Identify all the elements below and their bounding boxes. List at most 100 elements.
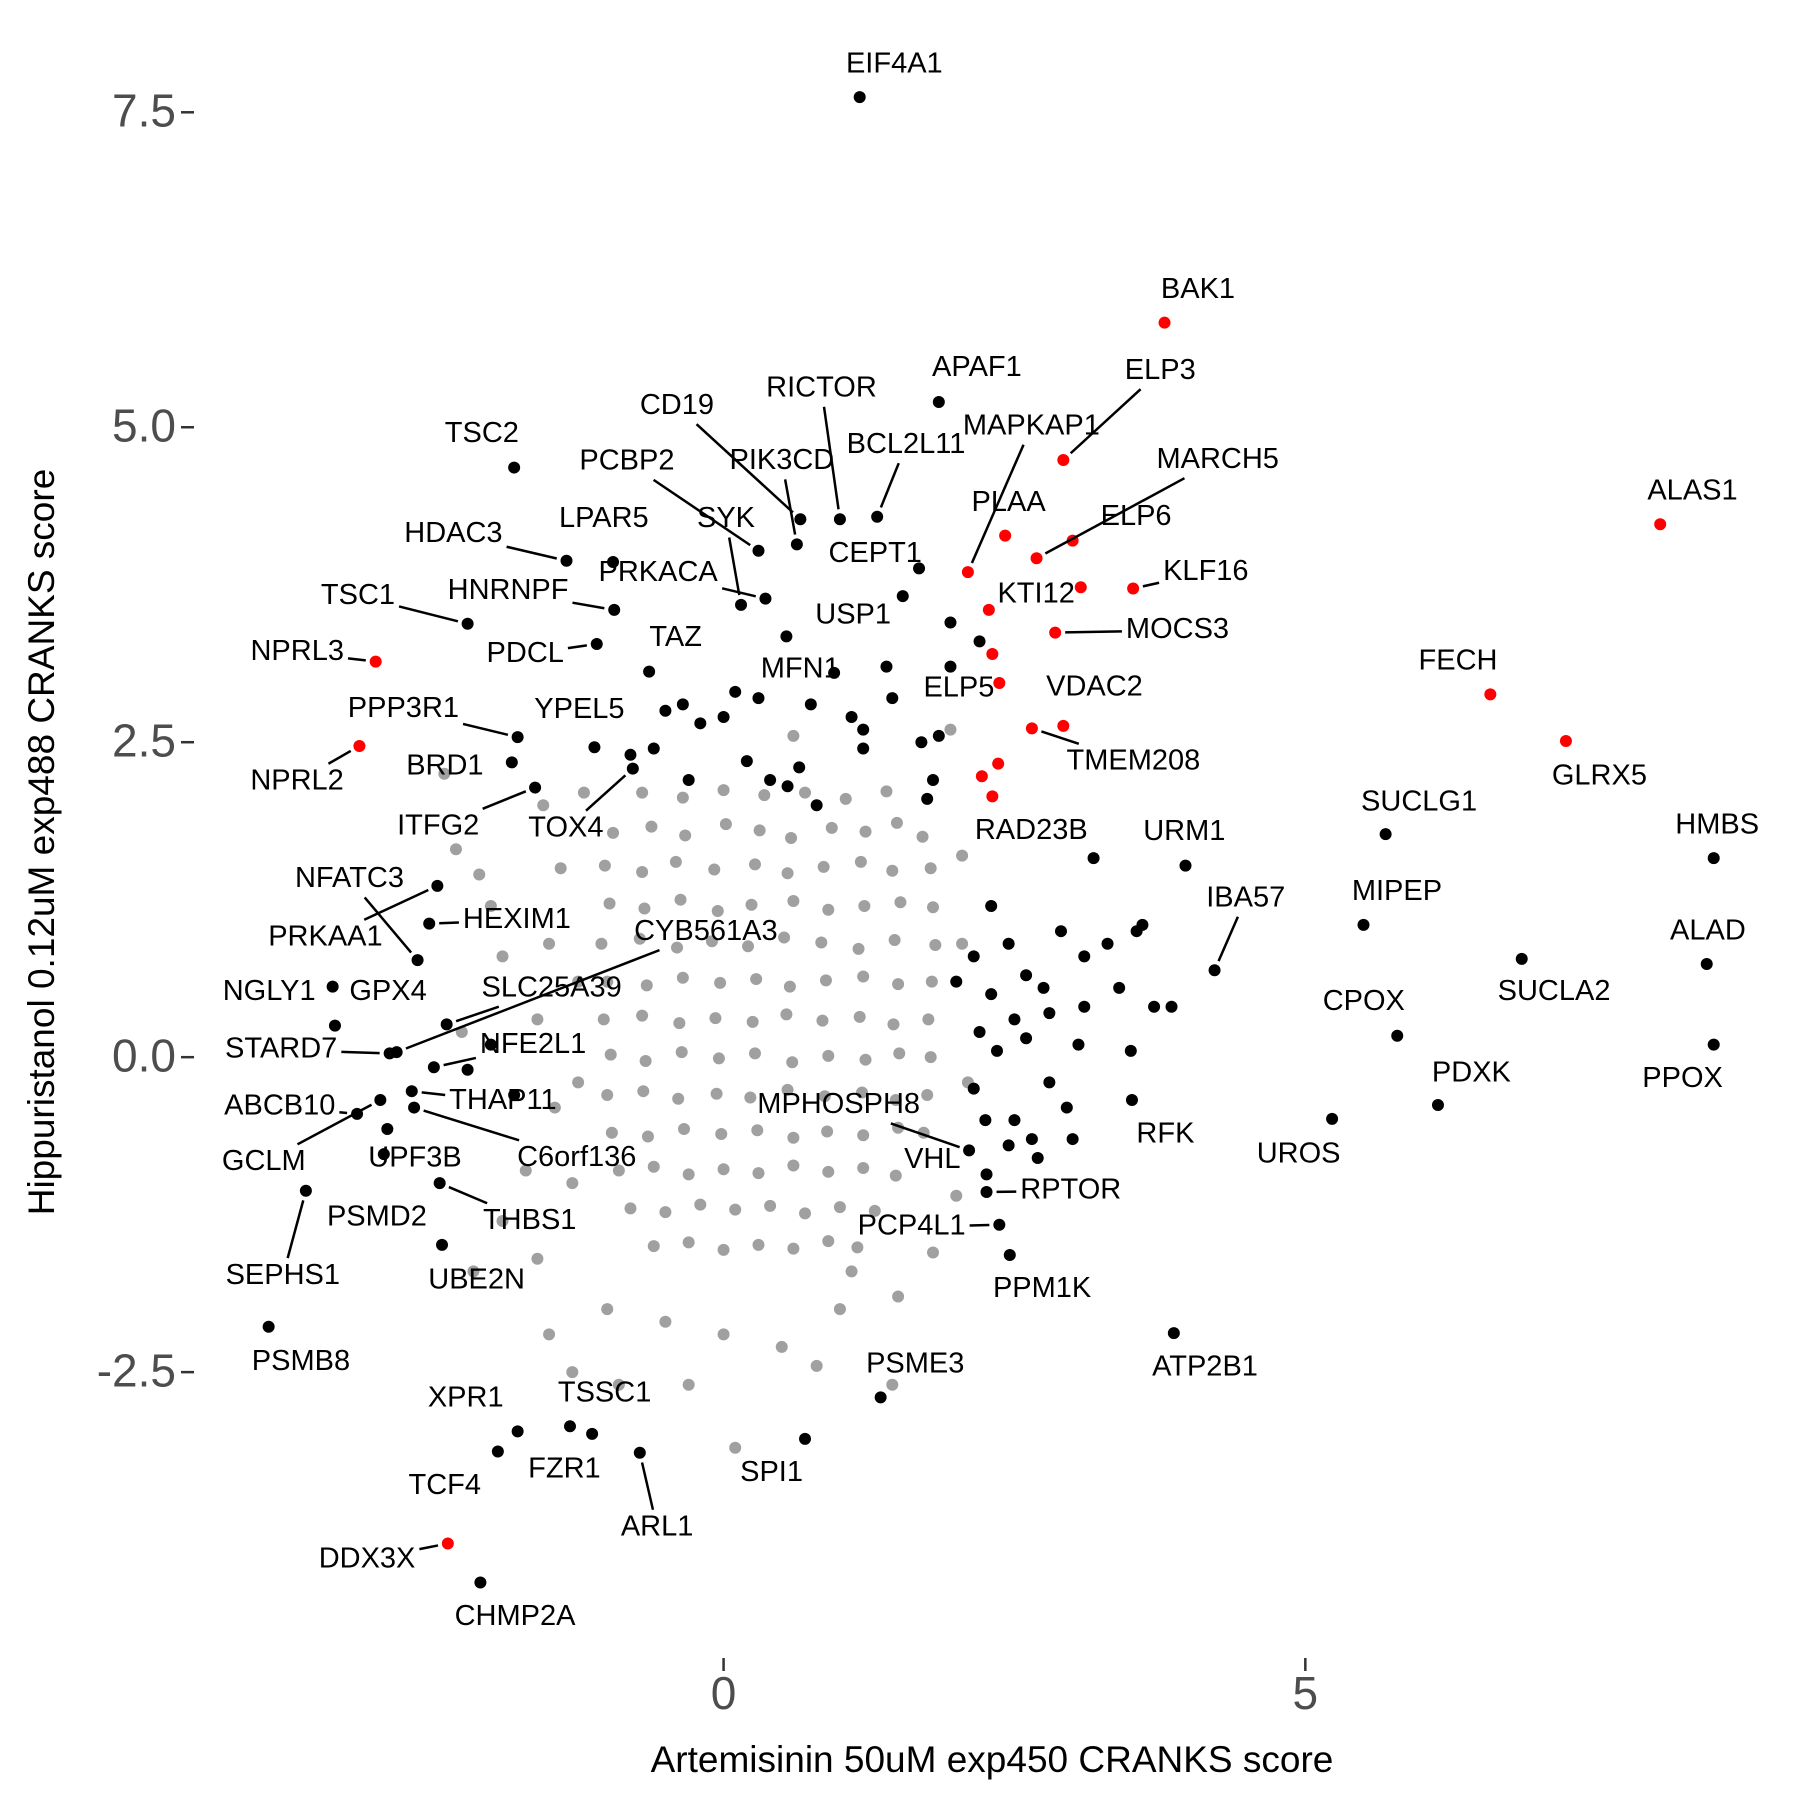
point xyxy=(886,1379,898,1391)
point xyxy=(799,1433,811,1445)
point xyxy=(944,617,956,629)
point-label: YPEL5 xyxy=(534,693,624,725)
point-label: RPTOR xyxy=(1020,1173,1121,1205)
point xyxy=(1003,1139,1015,1151)
point xyxy=(531,1253,543,1265)
point xyxy=(543,1328,555,1340)
leader-line xyxy=(642,1463,653,1510)
point xyxy=(718,711,730,723)
point-label: ITFG2 xyxy=(397,809,479,841)
point-label: ALAD xyxy=(1670,914,1746,946)
point xyxy=(956,938,968,950)
point xyxy=(1391,1030,1403,1042)
point xyxy=(752,1167,764,1179)
point-label: PRKAA1 xyxy=(268,920,382,952)
point xyxy=(450,843,462,855)
point xyxy=(785,832,797,844)
leader-line xyxy=(288,1200,304,1258)
point xyxy=(508,462,520,474)
point xyxy=(648,743,660,755)
point xyxy=(708,863,720,875)
point xyxy=(752,692,764,704)
leader-line xyxy=(339,1112,347,1113)
point xyxy=(787,1132,799,1144)
leader-line xyxy=(881,463,899,507)
point-label: URM1 xyxy=(1143,815,1225,847)
point xyxy=(1049,627,1061,639)
point-label: HEXIM1 xyxy=(463,903,571,935)
point-label: NGLY1 xyxy=(223,975,316,1007)
point xyxy=(578,787,590,799)
point xyxy=(555,862,567,874)
point-label: PPOX xyxy=(1642,1062,1723,1094)
point xyxy=(718,1163,730,1175)
point xyxy=(608,604,620,616)
leader-line xyxy=(348,658,366,660)
point xyxy=(927,1246,939,1258)
point xyxy=(921,793,933,805)
point xyxy=(300,1185,312,1197)
point xyxy=(750,973,762,985)
point xyxy=(263,1321,275,1333)
point-label: TCF4 xyxy=(409,1469,482,1501)
point-label: MAPKAP1 xyxy=(963,409,1100,441)
point xyxy=(999,530,1011,542)
point xyxy=(659,705,671,717)
point xyxy=(950,1190,962,1202)
point xyxy=(963,1144,975,1156)
point xyxy=(1326,1113,1338,1125)
point xyxy=(1043,1007,1055,1019)
point xyxy=(636,787,648,799)
point xyxy=(1701,958,1713,970)
point xyxy=(572,1076,584,1088)
leader-line xyxy=(568,645,587,648)
point xyxy=(986,648,998,660)
point-label: PIK3CD xyxy=(729,444,834,476)
point xyxy=(811,799,823,811)
point-label: PRKACA xyxy=(599,556,719,588)
point xyxy=(605,1049,617,1061)
point xyxy=(678,1123,690,1135)
point xyxy=(431,880,443,892)
point xyxy=(529,782,541,794)
point-label: EIF4A1 xyxy=(846,48,943,80)
point xyxy=(673,1017,685,1029)
point xyxy=(713,1052,725,1064)
point xyxy=(890,1170,902,1182)
point-label: SUCLA2 xyxy=(1498,975,1611,1007)
point xyxy=(1168,1327,1180,1339)
point xyxy=(412,954,424,966)
point xyxy=(1026,1133,1038,1145)
point xyxy=(1031,552,1043,564)
point xyxy=(1008,1013,1020,1025)
point-label: HDAC3 xyxy=(404,517,502,549)
point xyxy=(818,861,830,873)
point xyxy=(922,1013,934,1025)
point xyxy=(648,1240,660,1252)
point xyxy=(595,938,607,950)
point xyxy=(933,730,945,742)
leader-line xyxy=(970,1225,990,1226)
point xyxy=(1043,1076,1055,1088)
point-label: XPR1 xyxy=(428,1382,504,1414)
point xyxy=(591,638,603,650)
point xyxy=(406,1085,418,1097)
point xyxy=(694,717,706,729)
point xyxy=(858,900,870,912)
point xyxy=(601,1303,613,1315)
point-label: USP1 xyxy=(815,598,891,630)
point-label: VHL xyxy=(904,1143,960,1175)
point-label: TMEM208 xyxy=(1067,744,1201,776)
point xyxy=(968,1083,980,1095)
point xyxy=(893,1047,905,1059)
point xyxy=(991,1045,1003,1057)
point xyxy=(564,1420,576,1432)
point-label: UBE2N xyxy=(428,1263,525,1295)
point xyxy=(746,899,758,911)
point xyxy=(506,756,518,768)
point xyxy=(891,817,903,829)
point xyxy=(851,1241,863,1253)
point xyxy=(462,1064,474,1076)
